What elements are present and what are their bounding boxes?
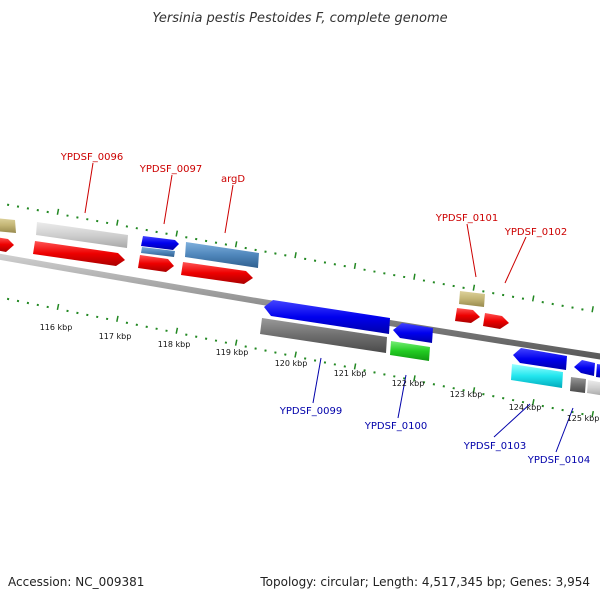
feature-cyan-0103[interactable] — [511, 364, 563, 388]
feature-red-0096[interactable] — [33, 241, 125, 266]
major-tick — [591, 306, 594, 313]
major-tick — [591, 410, 595, 418]
reverse-leader-lines — [312, 357, 574, 453]
feature-argD[interactable] — [185, 242, 259, 268]
major-tick — [472, 284, 476, 291]
major-tick — [175, 230, 179, 237]
forward-leader-lines — [84, 162, 527, 284]
major-tick — [175, 327, 179, 334]
coordinate-label: 118 kbp — [158, 340, 191, 349]
major-tick — [353, 262, 357, 270]
topology-text: Topology: circular; Length: 4,517,345 bp… — [259, 575, 590, 589]
major-tick — [116, 219, 119, 226]
gene-label-ypdsf-0102[interactable]: YPDSF_0102 — [504, 227, 567, 238]
feature-ypdsf-0097-steel[interactable] — [141, 247, 175, 257]
major-tick — [116, 315, 119, 322]
feature-red-0102[interactable] — [483, 313, 509, 329]
coordinate-label: 120 kbp — [275, 359, 308, 368]
feature-blue-0100[interactable] — [393, 323, 433, 343]
feature-ypdsf-0097-blue[interactable] — [141, 236, 179, 250]
coordinate-label: 123 kbp — [450, 390, 483, 399]
feature-blue-0099[interactable] — [264, 300, 390, 334]
coordinate-labels: 116 kbp 117 kbp 118 kbp 119 kbp 120 kbp 121 k… — [40, 323, 600, 423]
feature-red-argD[interactable] — [181, 262, 253, 284]
gene-label-argD[interactable]: argD — [221, 174, 245, 185]
feature-gray-0104[interactable] — [570, 377, 586, 393]
feature-red-0097[interactable] — [138, 255, 174, 272]
major-tick — [531, 295, 535, 302]
coordinate-label: 119 kbp — [216, 348, 249, 357]
genome-title: Yersinia pestis Pestoides F, complete ge… — [152, 11, 447, 26]
major-tick — [413, 375, 416, 382]
feature-khaki-left[interactable] — [0, 218, 16, 233]
gene-label-ypdsf-0099[interactable]: YPDSF_0099 — [279, 406, 342, 417]
gene-label-ypdsf-0101[interactable]: YPDSF_0101 — [435, 213, 498, 224]
major-tick — [234, 339, 238, 346]
feature-ypdsf-0096[interactable] — [36, 222, 128, 248]
feature-green-0100[interactable] — [390, 341, 430, 361]
feature-blue-0104a[interactable] — [574, 360, 595, 376]
major-tick — [234, 241, 238, 248]
feature-red-0101[interactable] — [455, 308, 480, 323]
reverse-outer-genes — [264, 300, 600, 378]
feature-lgray-0104[interactable] — [587, 380, 600, 396]
major-tick — [294, 351, 297, 358]
coordinate-label: 121 kbp — [334, 369, 367, 378]
feature-ypdsf-0101[interactable] — [459, 291, 485, 307]
gene-label-ypdsf-0104[interactable]: YPDSF_0104 — [527, 455, 590, 466]
major-tick — [353, 363, 357, 370]
coordinate-label: 116 kbp — [40, 323, 73, 332]
feature-red-left[interactable] — [0, 237, 14, 252]
gene-label-ypdsf-0096[interactable]: YPDSF_0096 — [60, 152, 123, 163]
reverse-tick-track — [6, 297, 595, 418]
feature-blue-0103[interactable] — [513, 348, 567, 370]
feature-gray-0099[interactable] — [260, 318, 387, 353]
coordinate-label: 124 kbp — [509, 403, 542, 412]
gene-label-ypdsf-0100[interactable]: YPDSF_0100 — [364, 421, 427, 432]
coordinate-label: 122 kbp — [392, 379, 425, 388]
major-tick — [413, 273, 416, 280]
forward-inner-genes — [0, 237, 509, 329]
coordinate-label: 125 kbp — [567, 414, 600, 423]
major-tick — [294, 252, 297, 259]
gene-label-ypdsf-0103[interactable]: YPDSF_0103 — [463, 441, 526, 452]
forward-tick-track — [6, 203, 594, 313]
major-tick — [531, 399, 535, 406]
accession-text: Accession: NC_009381 — [8, 575, 144, 589]
coordinate-label: 117 kbp — [99, 332, 132, 341]
forward-gene-labels: YPDSF_0096 YPDSF_0097 argD YPDSF_0101 YP… — [60, 152, 567, 238]
forward-outer-genes — [0, 218, 485, 307]
feature-blue-0104b[interactable] — [596, 364, 600, 378]
major-tick — [472, 387, 476, 394]
major-tick — [56, 303, 60, 311]
major-tick — [56, 208, 60, 215]
reverse-gene-labels: YPDSF_0099 YPDSF_0100 YPDSF_0103 YPDSF_0… — [279, 406, 590, 466]
reverse-inner-genes — [260, 318, 600, 396]
gene-label-ypdsf-0097[interactable]: YPDSF_0097 — [139, 164, 202, 175]
